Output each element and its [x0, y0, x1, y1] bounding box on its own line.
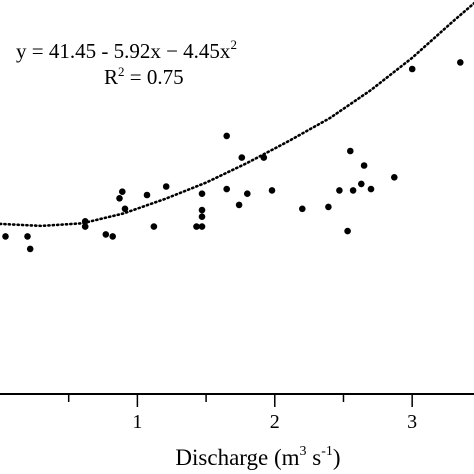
x-axis-label-suffix: )	[333, 445, 341, 470]
regression-equation: y = 41.45 - 5.92x − 4.45x2	[16, 37, 237, 63]
data-point	[223, 185, 230, 193]
data-point	[325, 203, 332, 211]
data-point	[143, 191, 151, 199]
data-point	[391, 174, 398, 181]
data-point	[457, 59, 464, 66]
data-point	[367, 185, 375, 193]
data-points-layer	[2, 59, 464, 253]
data-point	[2, 233, 9, 240]
data-point	[24, 233, 31, 240]
data-point	[299, 205, 306, 213]
x-axis-label-exponent: 3	[300, 444, 307, 459]
trendline	[0, 1, 474, 228]
data-point	[26, 245, 34, 253]
data-point	[150, 223, 158, 230]
data-point	[268, 187, 276, 194]
data-point	[235, 201, 243, 209]
x-axis-label-text: Discharge (m	[175, 445, 299, 470]
equation-text: y = 41.45 - 5.92x − 4.45x	[16, 39, 231, 63]
equation-exponent: 2	[230, 37, 237, 52]
data-point	[81, 218, 89, 225]
data-point	[102, 231, 110, 238]
data-point	[109, 233, 116, 240]
data-point	[121, 205, 129, 213]
data-point	[198, 213, 206, 220]
data-point	[349, 187, 357, 194]
data-point	[198, 206, 206, 214]
data-point	[223, 132, 230, 140]
data-point	[360, 162, 368, 169]
data-point	[81, 223, 89, 230]
x-axis-label: Discharge (m3 s-1)	[175, 444, 340, 470]
trendline-layer	[0, 1, 474, 228]
data-point	[119, 188, 126, 195]
data-point	[408, 65, 416, 73]
x-axis-label-unit: s	[307, 445, 322, 470]
data-point	[347, 147, 354, 155]
data-point	[358, 180, 365, 188]
r-squared-symbol: R	[104, 65, 118, 89]
x-ticks-layer: 1 2 3	[67, 394, 417, 433]
data-point	[116, 195, 123, 202]
x-tick-label: 2	[270, 411, 280, 433]
r-squared-value: = 0.75	[125, 65, 184, 89]
data-point	[193, 223, 200, 230]
data-point	[336, 187, 343, 194]
x-axis-label-unit-exponent: -1	[321, 444, 333, 459]
x-tick-label: 3	[407, 411, 417, 433]
r-squared-label: R2 = 0.75	[104, 64, 184, 89]
data-point	[260, 154, 268, 161]
data-point	[244, 190, 251, 197]
data-point	[198, 223, 206, 230]
x-tick-label: 1	[132, 411, 142, 433]
data-point	[162, 183, 170, 190]
data-point	[238, 154, 246, 161]
data-point	[344, 227, 351, 235]
r-squared-exponent: 2	[118, 64, 125, 79]
data-point	[198, 190, 206, 197]
